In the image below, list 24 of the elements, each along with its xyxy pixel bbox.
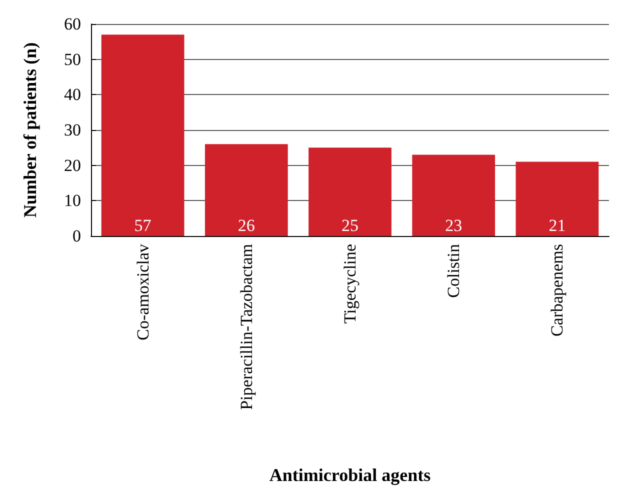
x-tick-label: Colistin bbox=[444, 244, 464, 298]
bar bbox=[204, 144, 288, 236]
y-tick-label: 60 bbox=[64, 14, 81, 34]
bar bbox=[308, 148, 392, 236]
data-label: 25 bbox=[342, 216, 358, 235]
y-tick-label: 0 bbox=[72, 226, 81, 246]
bar bbox=[101, 34, 184, 236]
bar bbox=[412, 154, 496, 236]
y-axis-title: Number of patients (n) bbox=[20, 42, 40, 218]
bar bbox=[516, 162, 599, 236]
x-tick-label: Tigecycline bbox=[340, 244, 360, 324]
y-tick-label: 10 bbox=[64, 191, 81, 210]
x-tick-label: Carbapenems bbox=[548, 244, 567, 337]
data-label: 21 bbox=[548, 216, 566, 235]
x-tick-label: Co-amoxiclav bbox=[133, 244, 152, 340]
data-label: 23 bbox=[445, 216, 462, 235]
x-tick-label: Piperacillin-Tazobactam bbox=[236, 244, 256, 410]
data-label: 26 bbox=[238, 216, 255, 235]
y-tick-label: 50 bbox=[64, 50, 81, 69]
data-label: 57 bbox=[134, 216, 152, 235]
y-tick-label: 30 bbox=[64, 120, 81, 140]
y-tick-label: 20 bbox=[64, 156, 81, 175]
x-axis-title: Antimicrobial agents bbox=[269, 465, 431, 485]
y-tick-label: 40 bbox=[64, 85, 81, 104]
